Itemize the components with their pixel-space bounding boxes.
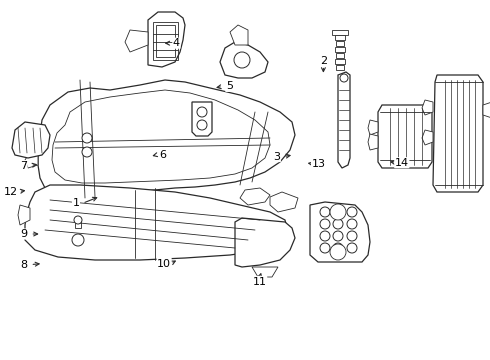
Polygon shape — [332, 30, 348, 35]
Polygon shape — [125, 30, 148, 52]
Polygon shape — [25, 185, 288, 260]
Text: 12: 12 — [4, 186, 18, 197]
Text: 3: 3 — [273, 152, 280, 162]
Text: 11: 11 — [253, 276, 267, 287]
Polygon shape — [192, 102, 212, 136]
Polygon shape — [240, 188, 270, 205]
Polygon shape — [368, 120, 378, 135]
Polygon shape — [335, 47, 345, 52]
Circle shape — [74, 216, 82, 224]
Polygon shape — [38, 80, 295, 198]
Polygon shape — [230, 25, 248, 45]
Polygon shape — [335, 35, 345, 40]
Polygon shape — [335, 59, 345, 64]
Text: 9: 9 — [20, 229, 27, 239]
Polygon shape — [270, 192, 298, 212]
Polygon shape — [422, 130, 433, 145]
Polygon shape — [378, 105, 432, 168]
Polygon shape — [148, 12, 185, 67]
Circle shape — [347, 219, 357, 229]
Circle shape — [347, 243, 357, 253]
Polygon shape — [338, 72, 350, 168]
Text: 6: 6 — [159, 150, 166, 160]
Circle shape — [333, 231, 343, 241]
Polygon shape — [422, 100, 433, 115]
Ellipse shape — [63, 196, 121, 210]
Polygon shape — [252, 267, 278, 277]
Polygon shape — [483, 102, 490, 118]
Text: 4: 4 — [173, 38, 180, 48]
Polygon shape — [336, 65, 344, 70]
Text: 1: 1 — [73, 198, 79, 208]
Text: 14: 14 — [395, 158, 409, 168]
Circle shape — [330, 244, 346, 260]
Circle shape — [197, 120, 207, 130]
Circle shape — [333, 219, 343, 229]
Circle shape — [197, 107, 207, 117]
Text: 13: 13 — [312, 159, 325, 169]
Polygon shape — [368, 134, 378, 150]
Text: 5: 5 — [226, 81, 233, 91]
Polygon shape — [336, 53, 344, 58]
Polygon shape — [18, 205, 30, 225]
Polygon shape — [220, 42, 268, 78]
Polygon shape — [25, 152, 38, 168]
Polygon shape — [12, 122, 50, 158]
Text: 10: 10 — [157, 258, 171, 269]
Polygon shape — [235, 218, 295, 267]
Circle shape — [333, 207, 343, 217]
Circle shape — [330, 204, 346, 220]
Polygon shape — [28, 130, 40, 148]
Polygon shape — [310, 202, 370, 262]
Polygon shape — [75, 220, 81, 228]
Circle shape — [320, 207, 330, 217]
Circle shape — [82, 133, 92, 143]
Circle shape — [72, 234, 84, 246]
Polygon shape — [433, 75, 483, 192]
Circle shape — [347, 231, 357, 241]
Circle shape — [234, 52, 250, 68]
Circle shape — [320, 231, 330, 241]
Circle shape — [82, 147, 92, 157]
Text: 8: 8 — [20, 260, 27, 270]
Circle shape — [340, 74, 348, 82]
Circle shape — [320, 219, 330, 229]
Circle shape — [347, 207, 357, 217]
Text: 7: 7 — [20, 161, 27, 171]
Text: 2: 2 — [320, 56, 327, 66]
Circle shape — [333, 243, 343, 253]
Circle shape — [320, 243, 330, 253]
Polygon shape — [336, 41, 344, 46]
